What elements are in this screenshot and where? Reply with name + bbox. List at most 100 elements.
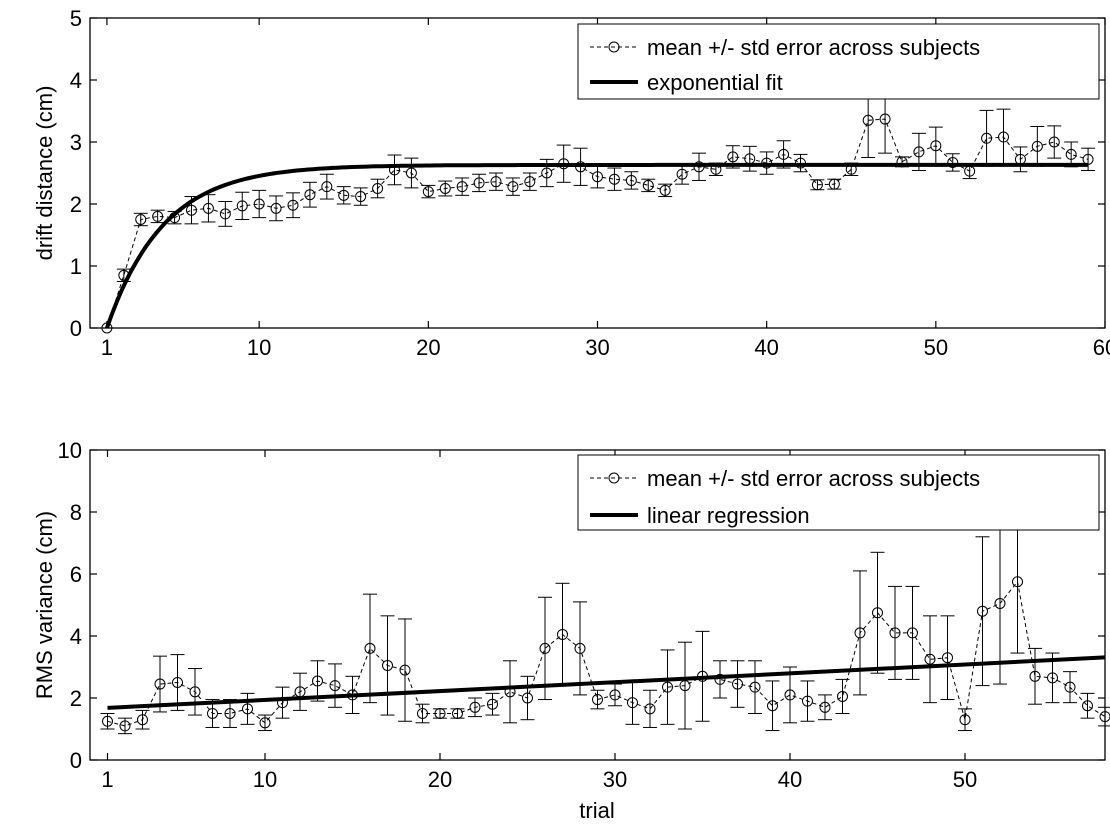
data-point xyxy=(287,199,299,211)
ytick-top-label: 1 xyxy=(70,254,82,279)
data-point xyxy=(837,690,848,702)
data-point xyxy=(947,156,959,168)
data-point xyxy=(913,146,925,158)
data-point xyxy=(487,698,498,710)
legend-marker-mean-bottom xyxy=(608,472,620,484)
data-point xyxy=(119,720,131,732)
data-point xyxy=(767,700,778,712)
x-axis-title-bottom: trial xyxy=(579,798,614,823)
data-point xyxy=(202,202,214,214)
data-point xyxy=(981,132,993,144)
data-point xyxy=(172,677,183,688)
xtick-top-label: 1 xyxy=(101,335,113,360)
data-point xyxy=(819,701,831,713)
ytick-bottom-label: 6 xyxy=(70,562,82,587)
data-point xyxy=(811,179,823,191)
data-point xyxy=(439,183,451,194)
tick-group-top: 1102030405060012345 xyxy=(70,6,1110,360)
xtick-top-label: 60 xyxy=(1093,335,1110,360)
legend-label-mean-top: mean +/- std error across subjects xyxy=(647,35,980,60)
data-point xyxy=(490,176,502,188)
data-point xyxy=(539,642,551,654)
data-point xyxy=(507,181,519,193)
data-point xyxy=(399,664,411,676)
legend-bottom: mean +/- std error across subjects linea… xyxy=(577,454,1100,531)
exponential-fit-line xyxy=(105,162,1089,329)
data-point xyxy=(889,627,901,639)
xtick-bottom-label: 1 xyxy=(101,767,113,792)
data-point xyxy=(592,171,603,183)
data-point xyxy=(802,695,813,707)
y-axis-title-bottom: RMS variance (cm) xyxy=(32,511,57,699)
xtick-bottom-label: 50 xyxy=(953,767,977,792)
data-point xyxy=(242,703,253,715)
ytick-bottom-label: 10 xyxy=(58,438,82,463)
data-point xyxy=(1031,140,1043,152)
drift-distance-plot: 1102030405060012345 drift distance (cm) … xyxy=(32,6,1110,360)
data-point xyxy=(942,652,953,664)
data-point xyxy=(270,202,282,214)
legend-box-bottom xyxy=(577,454,1100,531)
linear-regression-line xyxy=(107,655,1106,710)
data-point xyxy=(338,189,350,201)
ytick-top-label: 0 xyxy=(70,316,82,341)
data-point xyxy=(592,694,603,706)
axes-box-bottom xyxy=(89,449,1106,761)
ytick-bottom-label: 0 xyxy=(70,748,82,773)
data-point xyxy=(456,181,468,193)
data-point xyxy=(1012,576,1023,588)
ytick-bottom-label: 2 xyxy=(70,686,82,711)
data-point xyxy=(372,183,384,194)
data-point xyxy=(186,204,197,216)
xtick-top-label: 20 xyxy=(416,335,440,360)
data-point xyxy=(207,708,218,719)
data-point xyxy=(994,597,1006,609)
data-point xyxy=(662,681,673,693)
data-point xyxy=(524,176,536,188)
data-point xyxy=(727,151,739,163)
data-point xyxy=(1065,148,1077,160)
ytick-top-label: 3 xyxy=(70,130,82,155)
data-point xyxy=(784,689,796,701)
data-point xyxy=(732,678,743,690)
mean-series-line-bottom xyxy=(107,580,1106,727)
data-point xyxy=(627,697,638,709)
legend-box-top xyxy=(577,23,1100,100)
data-point xyxy=(879,113,891,125)
ytick-bottom-label: 8 xyxy=(70,500,82,525)
data-point xyxy=(959,714,971,726)
xtick-bottom-label: 40 xyxy=(778,767,802,792)
xtick-top-label: 30 xyxy=(585,335,609,360)
legend-marker-mean-top xyxy=(608,41,620,53)
data-point xyxy=(557,628,568,640)
data-point xyxy=(642,179,654,191)
ytick-top-label: 5 xyxy=(70,6,82,31)
data-point xyxy=(102,715,113,727)
data-point xyxy=(625,174,637,186)
mean-series-line-top xyxy=(106,118,1089,329)
data-point xyxy=(253,198,265,210)
data-point xyxy=(452,708,463,719)
legend-label-fit-bottom: linear regression xyxy=(647,503,810,528)
xtick-top-label: 10 xyxy=(247,335,271,360)
data-point xyxy=(778,148,790,160)
data-point xyxy=(907,627,918,639)
data-point xyxy=(998,131,1009,143)
data-point xyxy=(676,168,688,180)
data-point xyxy=(417,708,428,719)
data-point xyxy=(304,189,316,201)
y-axis-title-top: drift distance (cm) xyxy=(32,86,57,261)
xtick-top-label: 40 xyxy=(754,335,778,360)
data-point xyxy=(137,714,148,726)
data-point xyxy=(609,689,621,701)
data-point xyxy=(189,686,201,698)
data-point xyxy=(236,200,248,212)
data-point xyxy=(364,642,376,654)
data-point xyxy=(152,210,164,222)
data-point xyxy=(977,605,988,617)
data-point xyxy=(469,701,481,713)
data-point xyxy=(434,708,446,719)
ytick-bottom-label: 4 xyxy=(70,624,82,649)
tick-group-bottom: 1 10 20 30 40 50 0 2 4 6 8 10 xyxy=(58,438,1105,792)
xtick-bottom-label: 20 xyxy=(428,767,452,792)
